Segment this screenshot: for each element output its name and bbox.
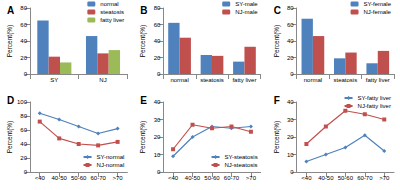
svg-text:40: 40	[20, 141, 27, 147]
svg-text:<40: <40	[301, 175, 312, 181]
svg-text:Percent(%): Percent(%)	[273, 25, 281, 58]
svg-text:NJ-normal: NJ-normal	[97, 162, 125, 168]
svg-text:60: 60	[154, 22, 161, 28]
svg-text:60: 60	[20, 22, 27, 28]
svg-text:<40: <40	[168, 175, 179, 181]
svg-text:60-70: 60-70	[357, 175, 373, 181]
svg-text:fatty liver: fatty liver	[366, 77, 390, 83]
svg-text:20: 20	[154, 134, 161, 140]
svg-text:Percent(%): Percent(%)	[6, 25, 14, 58]
svg-text:20: 20	[287, 55, 294, 61]
svg-text:normal: normal	[100, 1, 118, 7]
svg-text:A: A	[7, 5, 14, 16]
svg-text:10: 10	[154, 152, 161, 158]
svg-text:Percent(%): Percent(%)	[139, 25, 147, 58]
svg-text:30: 30	[154, 117, 161, 123]
svg-text:normal: normal	[304, 77, 322, 83]
svg-text:SY: SY	[50, 77, 58, 83]
svg-text:Percent(%): Percent(%)	[273, 121, 281, 154]
svg-text:NJ-female: NJ-female	[364, 9, 392, 15]
svg-text:40: 40	[287, 99, 294, 105]
svg-text:60-70: 60-70	[224, 175, 240, 181]
svg-text:B: B	[140, 5, 147, 16]
svg-text:20: 20	[20, 55, 27, 61]
svg-text:NJ-steatosis: NJ-steatosis	[225, 162, 258, 168]
svg-text:50-60: 50-60	[204, 175, 220, 181]
svg-text:NJ-fatty liver: NJ-fatty liver	[358, 103, 391, 109]
svg-text:0: 0	[290, 71, 294, 77]
svg-text:0: 0	[24, 169, 28, 175]
svg-text:40: 40	[154, 38, 161, 44]
svg-text:0: 0	[157, 169, 161, 175]
svg-text:80: 80	[287, 5, 294, 11]
svg-text:20: 20	[154, 55, 161, 61]
svg-text:SY-fatty liver: SY-fatty liver	[358, 95, 391, 101]
svg-text:100: 100	[17, 99, 28, 105]
svg-text:NJ: NJ	[99, 77, 106, 83]
svg-text:80: 80	[154, 5, 161, 11]
svg-text:steatosis: steatosis	[333, 77, 357, 83]
svg-text:SY-normal: SY-normal	[97, 154, 125, 160]
svg-text:40-50: 40-50	[52, 175, 68, 181]
svg-text:50-60: 50-60	[71, 175, 87, 181]
svg-text:fatty liver: fatty liver	[232, 77, 256, 83]
svg-text:>70: >70	[379, 175, 390, 181]
svg-text:normal: normal	[170, 77, 188, 83]
svg-text:D: D	[7, 95, 14, 106]
svg-text:30: 30	[287, 117, 294, 123]
svg-text:Percent(%): Percent(%)	[139, 121, 147, 154]
svg-text:40: 40	[20, 38, 27, 44]
svg-text:Percent(%): Percent(%)	[6, 121, 14, 154]
svg-text:E: E	[140, 95, 147, 106]
svg-text:60: 60	[20, 127, 27, 133]
svg-text:>70: >70	[113, 175, 124, 181]
svg-text:F: F	[274, 95, 280, 106]
svg-text:C: C	[274, 5, 281, 16]
svg-text:40-50: 40-50	[185, 175, 201, 181]
svg-text:0: 0	[290, 169, 294, 175]
svg-text:80: 80	[20, 113, 27, 119]
svg-text:SY-steatosis: SY-steatosis	[225, 154, 258, 160]
svg-text:NJ-male: NJ-male	[235, 9, 258, 15]
svg-text:SY-female: SY-female	[364, 1, 392, 7]
svg-text:SY-male: SY-male	[235, 1, 258, 7]
svg-text:0: 0	[157, 71, 161, 77]
svg-text:<40: <40	[35, 175, 46, 181]
svg-text:50-60: 50-60	[338, 175, 354, 181]
svg-text:80: 80	[20, 5, 27, 11]
svg-text:40-50: 40-50	[318, 175, 334, 181]
svg-text:20: 20	[287, 134, 294, 140]
svg-text:60: 60	[287, 22, 294, 28]
svg-text:steatosis: steatosis	[100, 9, 124, 15]
svg-text:fatty liver: fatty liver	[100, 17, 124, 23]
svg-text:10: 10	[287, 152, 294, 158]
svg-text:>70: >70	[246, 175, 257, 181]
svg-text:0: 0	[24, 71, 28, 77]
svg-text:60-70: 60-70	[90, 175, 106, 181]
svg-text:40: 40	[154, 99, 161, 105]
svg-text:20: 20	[20, 155, 27, 161]
svg-text:40: 40	[287, 38, 294, 44]
svg-text:steatosis: steatosis	[200, 77, 224, 83]
